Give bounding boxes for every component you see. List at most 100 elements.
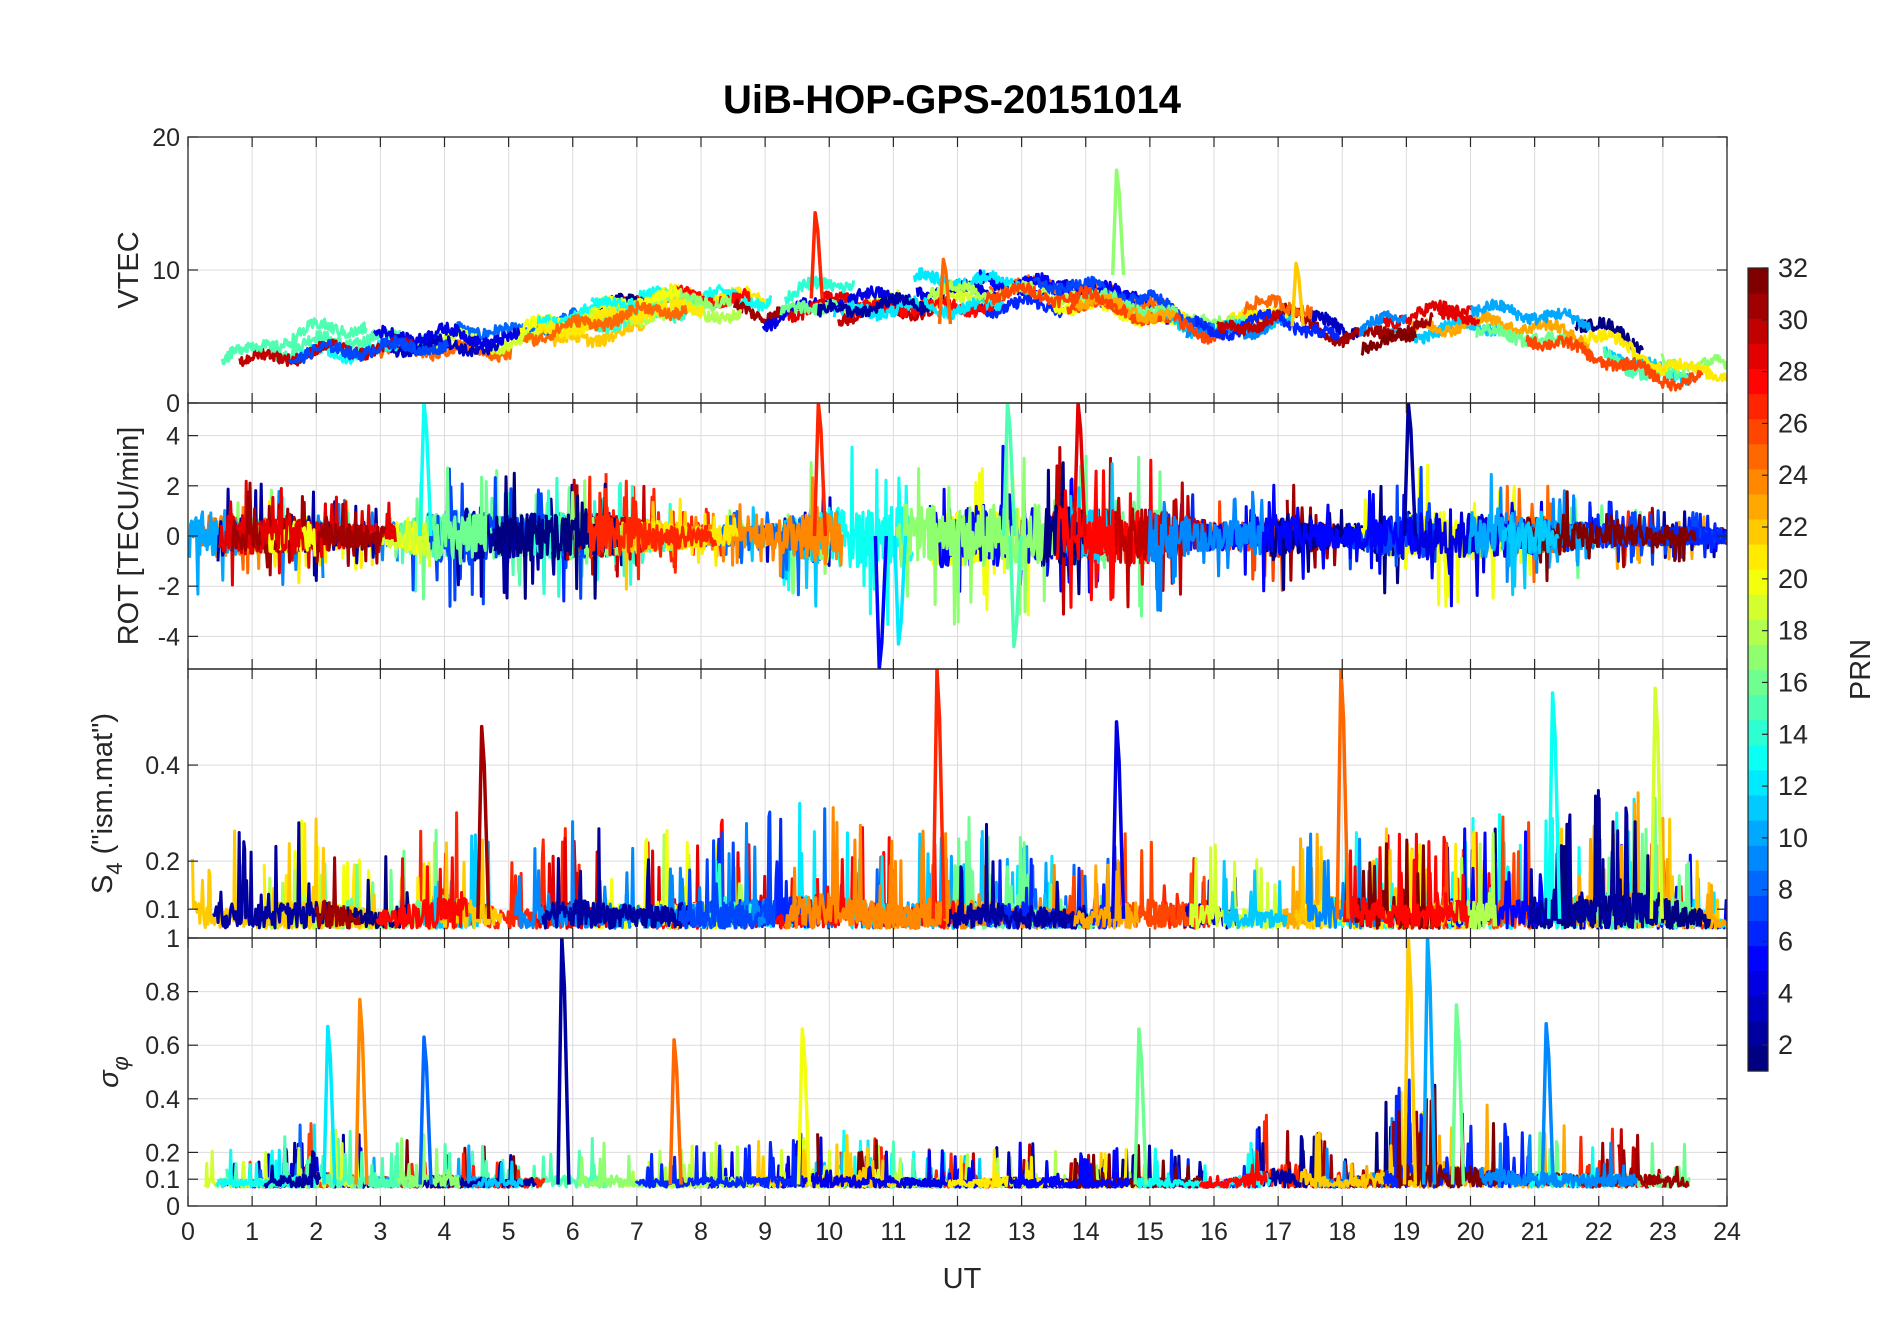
series-lines	[204, 938, 1691, 1189]
series-prn-5	[1200, 483, 1331, 593]
peak-3	[354, 997, 369, 1185]
y-tick-label: 0.4	[145, 752, 180, 780]
x-tick-label: 13	[1008, 1218, 1036, 1246]
y-tick-label: 20	[152, 124, 180, 152]
y-label-main: σ	[93, 1069, 125, 1088]
colorbar-segment	[1748, 995, 1768, 1022]
colorbar-tick-label: 26	[1778, 408, 1808, 438]
colorbar-segment	[1748, 518, 1768, 545]
series-prn-26	[1525, 334, 1704, 392]
colorbar-segment	[1748, 1045, 1768, 1072]
colorbar-segment	[1748, 719, 1768, 746]
peak-0	[812, 403, 828, 537]
series-prn-2	[945, 822, 1089, 930]
colorbar-segment	[1748, 468, 1768, 495]
y-axis-label: VTEC	[113, 231, 145, 308]
colorbar-segment	[1748, 820, 1768, 846]
grid	[187, 136, 1728, 404]
x-tick-label: 1	[245, 1218, 259, 1246]
colorbar-tick-label: 18	[1778, 616, 1808, 646]
y-tick-label: 0.1	[145, 1166, 180, 1194]
x-tick-label: 9	[758, 1218, 772, 1246]
colorbar-segment	[1748, 744, 1768, 771]
peak-9	[418, 1035, 433, 1185]
y-label-main: S	[87, 875, 119, 894]
peak-1	[1110, 168, 1126, 276]
series-prn-7	[678, 810, 776, 930]
series-prn-26	[984, 282, 1129, 316]
tick-marks	[187, 403, 1728, 669]
colorbar-segment	[1748, 619, 1768, 646]
y-tick-label: 10	[152, 257, 180, 285]
y-label-sub: φ	[108, 1056, 133, 1070]
series-lines	[191, 669, 1727, 930]
peak-4	[322, 1024, 337, 1185]
series-prn-2	[263, 1150, 322, 1189]
peak-1	[1402, 938, 1418, 1185]
colorbar-segment	[1748, 945, 1768, 972]
tick-marks	[187, 937, 1728, 1207]
colorbar-segment	[1748, 318, 1768, 344]
colorbar-tick-label: 14	[1778, 719, 1808, 749]
peak-1	[1335, 669, 1350, 919]
series-prn-1	[1529, 794, 1712, 930]
colorbar-segment	[1748, 669, 1768, 696]
x-tick-label: 12	[944, 1218, 972, 1246]
series-prn-5	[1317, 489, 1418, 575]
colorbar-segment	[1748, 594, 1768, 620]
y-tick-label: 0.1	[145, 896, 180, 924]
series-prn-10	[1469, 298, 1592, 332]
x-tick-label: 15	[1136, 1218, 1164, 1246]
peak-6	[1008, 535, 1023, 649]
colorbar-segment	[1748, 769, 1768, 796]
series-prn-1	[346, 855, 411, 930]
series-prn-2	[212, 821, 335, 930]
series-prn-11	[1500, 510, 1560, 597]
peak-6	[1133, 1027, 1148, 1185]
colorbar-segment	[1748, 544, 1768, 570]
series-prn-23	[1073, 859, 1140, 930]
y-tick-label: 0.2	[145, 848, 180, 876]
y-tick-label: 2	[166, 473, 180, 501]
colorbar-segment	[1748, 920, 1768, 947]
y-tick-label: 0	[166, 523, 180, 551]
peak-0	[556, 938, 571, 1185]
series-prn-28	[1198, 1149, 1268, 1189]
panel-sigphi: 00.10.2 0.4 0.6 0.8 1 σφ	[93, 925, 1728, 1221]
series-prn-18	[1445, 832, 1498, 930]
x-tick-label: 19	[1392, 1218, 1420, 1246]
colorbar-label: PRN	[1845, 639, 1877, 700]
peak-3	[1649, 686, 1664, 919]
colorbar-tick-label: 8	[1778, 875, 1793, 905]
series-prn-31	[732, 298, 785, 327]
x-tick-label: 3	[373, 1218, 387, 1246]
y-tick-label: 0.8	[145, 979, 180, 1007]
x-tick-label: 22	[1585, 1218, 1613, 1246]
colorbar-tick-label: 28	[1778, 357, 1808, 387]
y-tick-label: 1	[166, 925, 180, 953]
series-prn-2	[541, 827, 693, 930]
series-prn-25	[522, 300, 689, 347]
y-tick-label: 0	[166, 1193, 180, 1221]
series-prn-6	[1193, 308, 1341, 342]
x-tick-label: 4	[438, 1218, 452, 1246]
peak-1	[873, 535, 889, 669]
peak-2	[1001, 403, 1017, 537]
x-tick-label: 20	[1457, 1218, 1485, 1246]
x-tick-label: 24	[1713, 1218, 1741, 1246]
x-tick-label: 7	[630, 1218, 644, 1246]
colorbar-segment	[1748, 418, 1768, 445]
series-prn-1	[1042, 461, 1087, 596]
series-prn-7	[287, 335, 450, 364]
colorbar-segment	[1748, 970, 1768, 997]
x-tick-label: 14	[1072, 1218, 1100, 1246]
x-tick-label: 5	[502, 1218, 516, 1246]
series-prn-26	[1143, 840, 1212, 930]
y-tick-label: 4	[166, 423, 180, 451]
colorbar-tick-label: 2	[1778, 1030, 1793, 1060]
colorbar-segment	[1748, 293, 1768, 319]
x-tick-label: 11	[880, 1218, 906, 1246]
